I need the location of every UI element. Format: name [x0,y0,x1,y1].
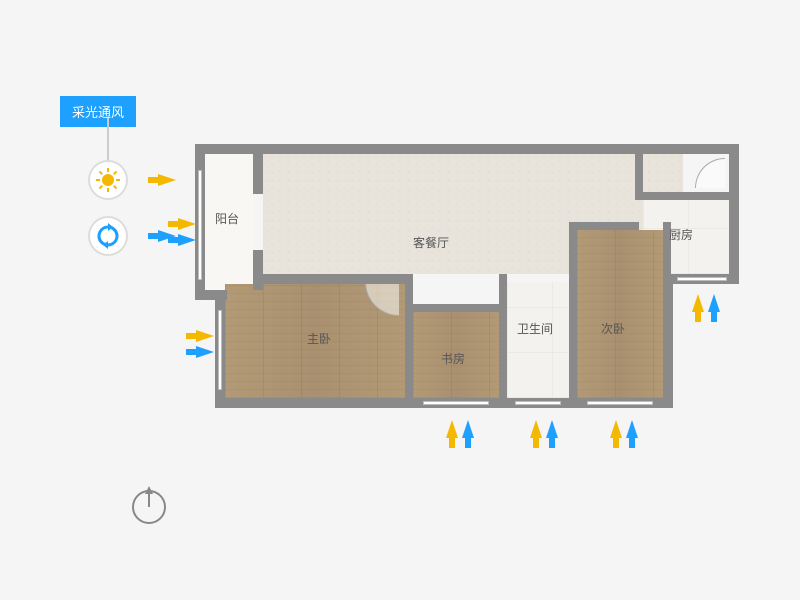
sun-icon [88,160,128,200]
wall [569,222,639,230]
label-living: 客餐厅 [413,234,449,251]
outer-wall [663,284,673,408]
label-kitchen: 厨房 [669,226,693,243]
flow-arrow-icon [626,420,638,438]
window [587,401,653,405]
wall [405,304,505,312]
lighting-ventilation-badge: 采光通风 [60,96,136,127]
wall [635,154,643,194]
label-balcony: 阳台 [215,210,239,227]
room-second [577,230,663,398]
floorplan: 阳台 客餐厅 厨房 主卧 书房 卫生间 次卧 [195,140,739,410]
wall [405,274,413,404]
flow-arrow-icon [610,420,622,438]
window [198,170,202,280]
window [515,401,561,405]
flow-arrow-icon [196,330,214,342]
outer-wall [195,144,739,154]
wall [253,154,263,194]
flow-arrow-icon [546,420,558,438]
door-entry [695,158,725,188]
wall [569,222,577,404]
label-master: 主卧 [307,330,331,347]
wall [253,250,263,290]
flow-arrow-icon [446,420,458,438]
window [423,401,489,405]
window [677,277,727,281]
label-second: 次卧 [601,320,625,337]
cycle-icon [88,216,128,256]
flow-arrow-icon [462,420,474,438]
window [218,310,222,390]
wall [499,274,507,404]
compass-icon [132,490,166,524]
flow-arrow-icon [196,346,214,358]
flow-arrow-icon [178,218,196,230]
room-bath [507,282,569,398]
label-study: 书房 [441,350,465,367]
wall [253,274,413,284]
label-bath: 卫生间 [517,320,553,337]
flow-arrow-icon [178,234,196,246]
outer-wall [729,144,739,284]
flow-arrow-icon [692,294,704,312]
flow-arrow-icon [530,420,542,438]
flow-arrow-icon [708,294,720,312]
legend-sun-arrow-icon [158,174,176,186]
legend-connector [107,118,109,162]
wall [635,192,735,200]
